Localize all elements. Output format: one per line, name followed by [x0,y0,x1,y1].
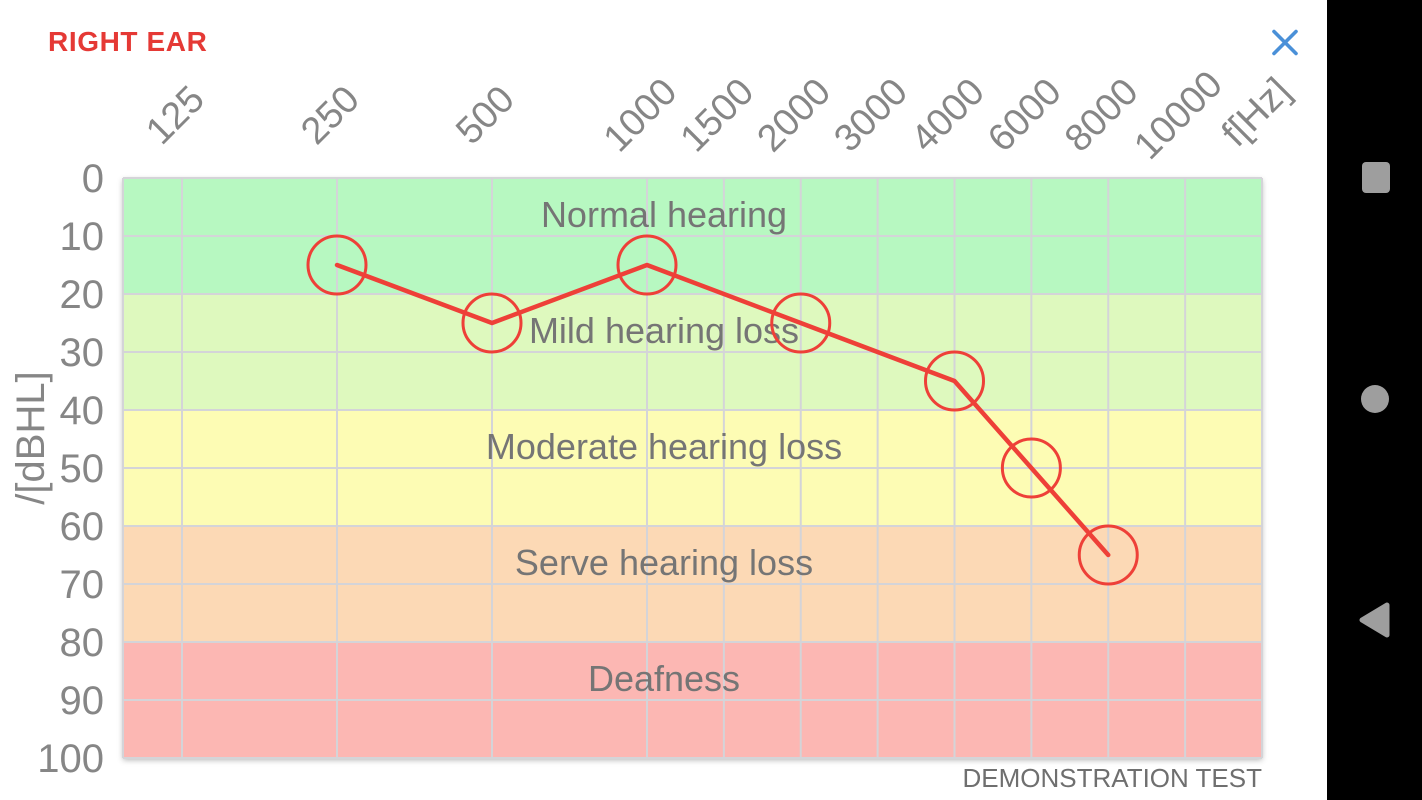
recents-button[interactable] [1361,161,1391,194]
y-tick-label: 0 [82,157,104,201]
back-button[interactable] [1356,598,1392,642]
x-tick-label: 10000 [1126,63,1230,167]
data-point-marker-250hz[interactable] [306,234,368,296]
close-x-glyph [1272,29,1298,56]
data-point-marker-6000hz[interactable] [1000,437,1062,499]
y-tick-label: 100 [37,737,104,781]
x-tick-label: 500 [448,78,523,153]
x-tick-label: 3000 [826,71,915,160]
x-tick-label: 125 [138,78,213,153]
demonstration-watermark: DEMONSTRATION TEST [963,763,1263,793]
y-tick-label: 70 [60,563,105,607]
x-tick-label: 1500 [673,71,762,160]
x-tick-label: 6000 [980,71,1069,160]
zone-label-moderate-hearing-loss: Moderate hearing loss [486,426,842,467]
page-title: RIGHT EAR [48,26,208,57]
data-point-marker-1000hz[interactable] [616,234,678,296]
close-icon[interactable] [1271,28,1299,57]
x-tick-label: 2000 [750,71,839,160]
data-point-marker-4000hz[interactable] [924,350,985,412]
android-navigation-bar [1327,0,1422,800]
home-button[interactable] [1360,384,1390,414]
x-axis-label: f[Hz] [1214,70,1299,155]
y-tick-label: 60 [60,505,105,549]
x-tick-label: 4000 [903,71,992,160]
series-line-right-ear-threshold [334,262,1111,558]
circle-icon [1361,385,1389,413]
y-tick-label: 50 [60,447,105,491]
data-point-marker-2000hz[interactable] [770,292,832,354]
zone-label-deafness: Deafness [588,658,740,699]
x-tick-label: 250 [293,78,368,153]
zone-label-mild-hearing-loss: Mild hearing loss [529,310,799,351]
triangle-left-icon [1359,602,1390,638]
x-tick-label: 8000 [1057,71,1146,160]
zone-label-serve-hearing-loss: Serve hearing loss [515,542,813,583]
y-tick-label: 90 [60,679,105,723]
y-axis-label: /[dBHL] [9,371,53,504]
y-tick-label: 30 [60,331,105,375]
data-point-marker-500hz[interactable] [461,292,523,354]
y-tick-label: 40 [60,389,105,433]
audiogram-chart: Normal hearing Mild hearing loss Moderate … [9,63,1299,793]
y-tick-label: 10 [60,215,105,259]
square-icon [1362,162,1390,193]
data-point-marker-8000hz[interactable] [1077,524,1139,586]
y-tick-label: 20 [60,273,105,317]
y-tick-label: 80 [60,621,105,665]
x-tick-label: 1000 [596,71,685,160]
zone-label-normal-hearing: Normal hearing [541,194,787,235]
